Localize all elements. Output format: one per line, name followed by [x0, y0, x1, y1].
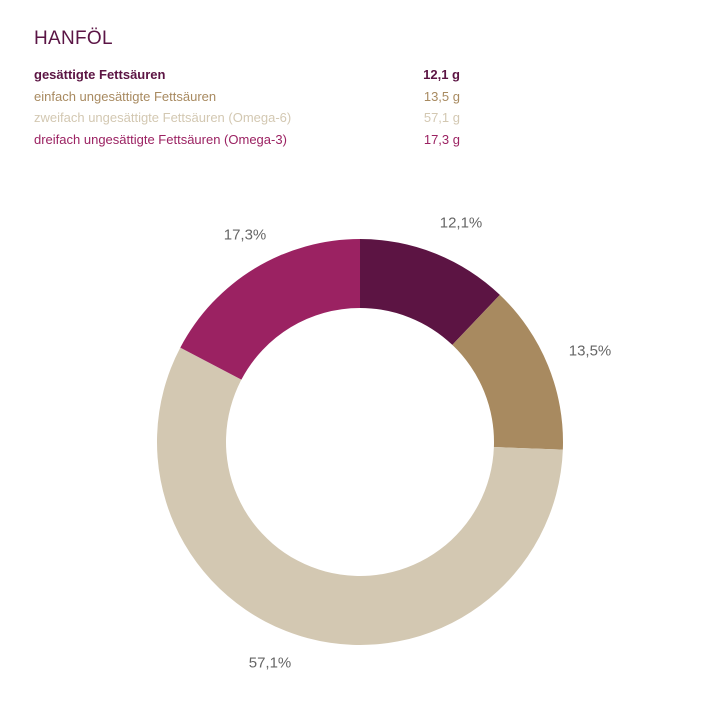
legend-item-monounsaturated: einfach ungesättigte Fettsäuren 13,5 g [34, 86, 460, 108]
legend-item-saturated: gesättigte Fettsäuren 12,1 g [34, 64, 460, 86]
pct-label-omega6: 57,1% [248, 654, 292, 672]
donut-slice-omega6 [157, 347, 563, 646]
legend-label: dreifach ungesättigte Fettsäuren (Omega-… [34, 131, 287, 147]
legend-value: 57,1 g [423, 110, 460, 125]
pct-label-saturated: 12,1% [439, 214, 483, 232]
legend: gesättigte Fettsäuren 12,1 g einfach ung… [34, 64, 460, 150]
legend-label: zweifach ungesättigte Fettsäuren (Omega-… [34, 110, 292, 125]
legend-item-omega3: dreifach ungesättigte Fettsäuren (Omega-… [34, 129, 460, 151]
legend-value: 17,3 g [423, 131, 460, 147]
legend-item-omega6: zweifach ungesättigte Fettsäuren (Omega-… [34, 107, 460, 129]
legend-label: einfach ungesättigte Fettsäuren [34, 88, 217, 104]
donut-slice-monounsaturated [452, 294, 563, 450]
legend-label: gesättigte Fettsäuren [34, 67, 166, 82]
pct-label-omega3: 17,3% [223, 226, 267, 244]
donut-slice-omega3 [180, 239, 360, 380]
chart-title: HANFÖL [34, 28, 113, 49]
pct-label-monounsaturated: 13,5% [568, 342, 612, 360]
legend-value: 13,5 g [423, 88, 460, 104]
legend-value: 12,1 g [423, 67, 460, 82]
donut-slice-saturated [360, 239, 500, 345]
